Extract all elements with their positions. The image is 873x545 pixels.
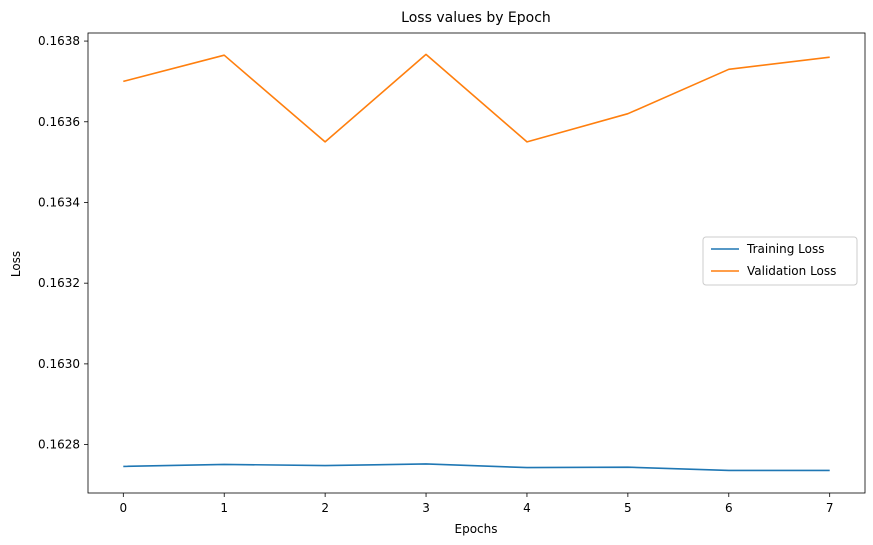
plot-frame	[87, 32, 866, 494]
x-tick-label: 3	[422, 501, 430, 515]
x-tick-label: 4	[523, 501, 531, 515]
y-tick-label: 0.1638	[38, 34, 80, 48]
x-tick-label: 5	[624, 501, 632, 515]
validation-loss-legend-label: Validation Loss	[747, 264, 836, 278]
y-tick-label: 0.1636	[38, 115, 80, 129]
y-tick-label: 0.1628	[38, 438, 80, 452]
x-tick-label: 6	[725, 501, 733, 515]
x-tick-label: 7	[826, 501, 834, 515]
y-tick-label: 0.1630	[38, 357, 80, 371]
x-axis: 0 1 2 3 4 5 6 7	[119, 493, 834, 515]
y-axis-label: Loss	[9, 251, 23, 277]
x-tick-label: 0	[119, 501, 127, 515]
training-loss-legend-label: Training Loss	[746, 242, 824, 256]
training-loss-line	[123, 463, 830, 472]
x-tick-label: 1	[220, 501, 228, 515]
validation-loss-line	[123, 53, 830, 143]
legend: Training Loss Validation Loss	[702, 236, 858, 286]
legend-box	[702, 236, 858, 286]
plot-area	[123, 53, 830, 472]
x-tick-label: 2	[321, 501, 329, 515]
chart-title: Loss values by Epoch	[401, 10, 551, 26]
y-tick-label: 0.1634	[38, 195, 80, 209]
y-tick-label: 0.1632	[38, 276, 80, 290]
y-axis: 0.1628 0.1630 0.1632 0.1634 0.1636 0.1638	[38, 34, 88, 452]
x-axis-label: Epochs	[455, 522, 498, 536]
